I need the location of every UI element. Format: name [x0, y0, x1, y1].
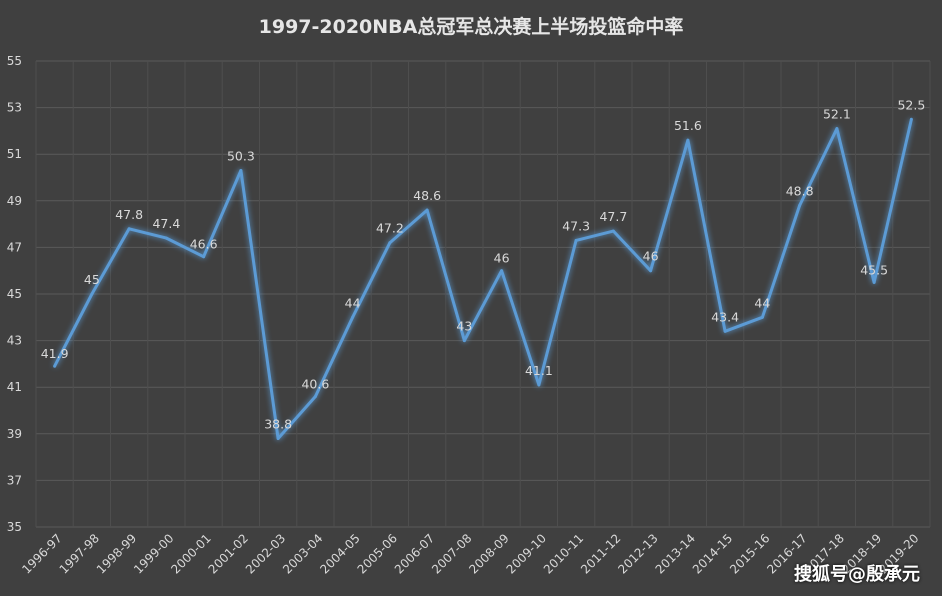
x-tick-label: 2003-04 — [280, 531, 325, 576]
data-label: 47.3 — [562, 218, 590, 233]
data-point — [537, 383, 541, 387]
x-tick-label: 2009-10 — [504, 531, 549, 576]
data-point — [388, 241, 392, 245]
data-point — [611, 229, 615, 233]
x-tick-label: 2010-11 — [541, 531, 586, 576]
y-tick-label: 39 — [7, 427, 22, 441]
series-line — [53, 117, 913, 440]
y-axis: 35 37 39 41 43 45 47 49 51 53 55 — [7, 54, 22, 534]
data-label: 46.6 — [190, 237, 218, 252]
series-polyline — [53, 118, 913, 440]
data-point — [462, 339, 466, 343]
data-labels: 41.9 45 47.8 47.4 46.6 50.3 38.8 40.6 44 47.2 48.6… — [41, 97, 926, 431]
x-axis: 1996-971997-981998-991999-002000-012001-… — [19, 531, 921, 576]
data-label: 52.5 — [897, 97, 925, 112]
chart-title: 1997-2020NBA总冠军总决赛上半场投篮命中率 — [258, 16, 684, 38]
watermark-text: 搜狐号@殷承元 — [794, 564, 920, 585]
x-tick-label: 2000-01 — [168, 531, 213, 576]
y-tick-label: 43 — [7, 334, 22, 348]
y-tick-label: 37 — [7, 473, 22, 487]
x-tick-label: 2006-07 — [392, 531, 437, 576]
data-label: 47.8 — [115, 207, 143, 222]
data-point — [425, 208, 429, 212]
data-label: 46 — [494, 251, 510, 266]
data-label: 45.5 — [860, 262, 888, 277]
data-point — [127, 227, 131, 231]
data-point — [723, 329, 727, 333]
data-point — [909, 117, 913, 121]
data-label: 43 — [456, 319, 472, 334]
data-label: 43.4 — [711, 309, 739, 324]
y-tick-label: 55 — [7, 54, 22, 68]
grid-lines — [35, 60, 931, 528]
data-label: 47.7 — [599, 209, 627, 224]
data-point — [351, 315, 355, 319]
y-tick-label: 53 — [7, 101, 22, 115]
data-point — [798, 203, 802, 207]
y-tick-label: 51 — [7, 147, 22, 161]
y-tick-label: 45 — [7, 287, 22, 301]
data-point — [164, 236, 168, 240]
x-tick-label: 1996-97 — [19, 531, 64, 576]
data-label: 47.2 — [376, 221, 404, 236]
data-label: 38.8 — [264, 416, 292, 431]
data-label: 50.3 — [227, 149, 255, 164]
data-point — [500, 269, 504, 273]
x-tick-label: 2004-05 — [317, 531, 362, 576]
x-tick-label: 2015-16 — [727, 531, 772, 576]
data-point — [686, 138, 690, 142]
x-tick-label: 2007-08 — [429, 531, 474, 576]
data-label: 48.6 — [413, 188, 441, 203]
data-label: 44 — [754, 295, 770, 310]
x-tick-label: 2005-06 — [355, 531, 400, 576]
data-point — [835, 127, 839, 131]
data-label: 41.9 — [41, 346, 69, 361]
x-tick-label: 2008-09 — [466, 531, 511, 576]
data-label: 46 — [643, 249, 659, 264]
data-label: 40.6 — [301, 377, 329, 392]
data-point — [649, 269, 653, 273]
y-tick-label: 35 — [7, 520, 22, 534]
data-label: 47.4 — [152, 216, 180, 231]
x-tick-label: 2013-14 — [653, 531, 698, 576]
y-tick-label: 49 — [7, 194, 22, 208]
data-point — [313, 395, 317, 399]
x-tick-label: 2012-13 — [615, 531, 660, 576]
data-point — [239, 169, 243, 173]
y-tick-label: 41 — [7, 380, 22, 394]
x-tick-label: 1998-99 — [94, 531, 139, 576]
data-label: 48.8 — [786, 183, 814, 198]
data-label: 45 — [84, 272, 100, 287]
data-label: 52.1 — [823, 107, 851, 122]
data-label: 41.1 — [525, 363, 553, 378]
data-point — [872, 280, 876, 284]
data-label: 44 — [345, 295, 361, 310]
data-point — [202, 255, 206, 259]
x-tick-label: 2002-03 — [243, 531, 288, 576]
x-tick-label: 1997-98 — [57, 531, 102, 576]
x-tick-label: 2011-12 — [578, 531, 623, 576]
x-tick-label: 2014-15 — [690, 531, 735, 576]
data-point — [90, 292, 94, 296]
y-tick-label: 47 — [7, 240, 22, 254]
data-point — [574, 238, 578, 242]
x-tick-label: 2001-02 — [206, 531, 251, 576]
x-tick-label: 1999-00 — [131, 531, 176, 576]
data-point — [53, 364, 57, 368]
data-point — [276, 436, 280, 440]
data-label: 51.6 — [674, 118, 702, 133]
data-point — [760, 315, 764, 319]
